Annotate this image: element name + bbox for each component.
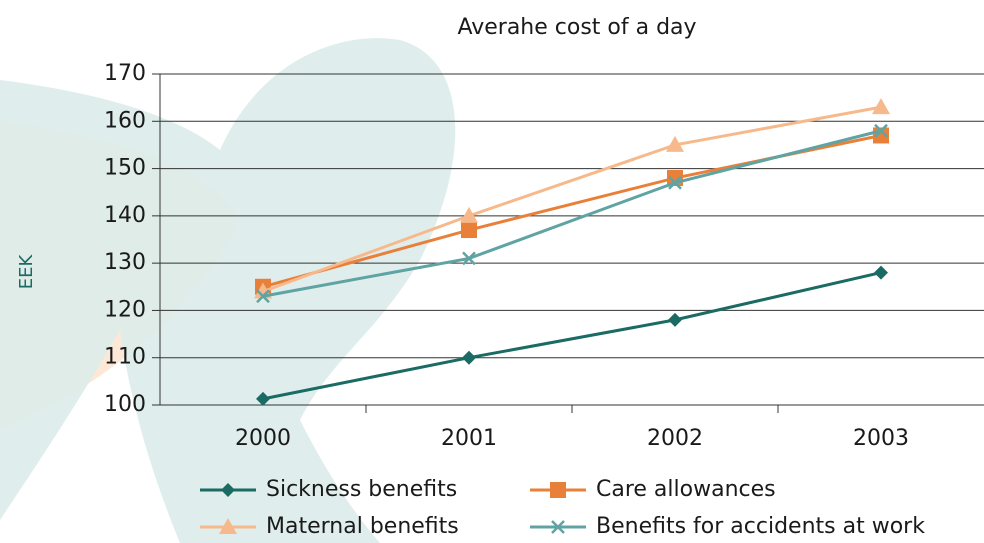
bg-shape-teal — [0, 38, 456, 543]
series-line — [262, 105, 882, 293]
x-tick-label: 2003 — [853, 426, 909, 451]
marker — [462, 251, 476, 266]
marker — [256, 289, 270, 304]
legend-marker — [551, 520, 565, 534]
legend-label: Benefits for accidents at work — [596, 514, 925, 539]
marker — [874, 265, 888, 280]
legend-marker — [221, 483, 235, 497]
y-tick-label: 160 — [104, 108, 146, 133]
marker — [461, 222, 477, 239]
x-tick-label: 2002 — [647, 426, 703, 451]
series-line — [262, 271, 882, 401]
series-line — [262, 129, 882, 298]
y-axis-label: EEK — [16, 254, 37, 290]
marker — [460, 206, 478, 223]
y-tick-label: 150 — [104, 156, 146, 181]
marker — [666, 135, 684, 152]
y-tick-label: 100 — [104, 392, 146, 417]
marker — [256, 391, 270, 406]
x-tick-label: 2001 — [441, 426, 497, 451]
legend-marker — [550, 482, 566, 498]
y-tick-label: 120 — [104, 297, 146, 322]
y-tick-label: 140 — [104, 203, 146, 228]
chart-title: Averahe cost of a day — [457, 15, 696, 40]
y-tick-label: 130 — [104, 250, 146, 275]
y-tick-label: 170 — [104, 61, 146, 86]
legend-label: Maternal benefits — [266, 514, 459, 539]
x-tick-label: 2000 — [235, 426, 291, 451]
marker — [668, 175, 682, 190]
marker — [668, 312, 682, 327]
y-tick-label: 110 — [104, 345, 146, 370]
legend-label: Sickness benefits — [266, 477, 457, 502]
background-decoration — [0, 38, 456, 543]
marker — [462, 350, 476, 365]
legend-marker — [219, 518, 237, 534]
marker — [872, 98, 890, 115]
marker — [874, 123, 888, 138]
legend-label: Care allowances — [596, 477, 776, 502]
